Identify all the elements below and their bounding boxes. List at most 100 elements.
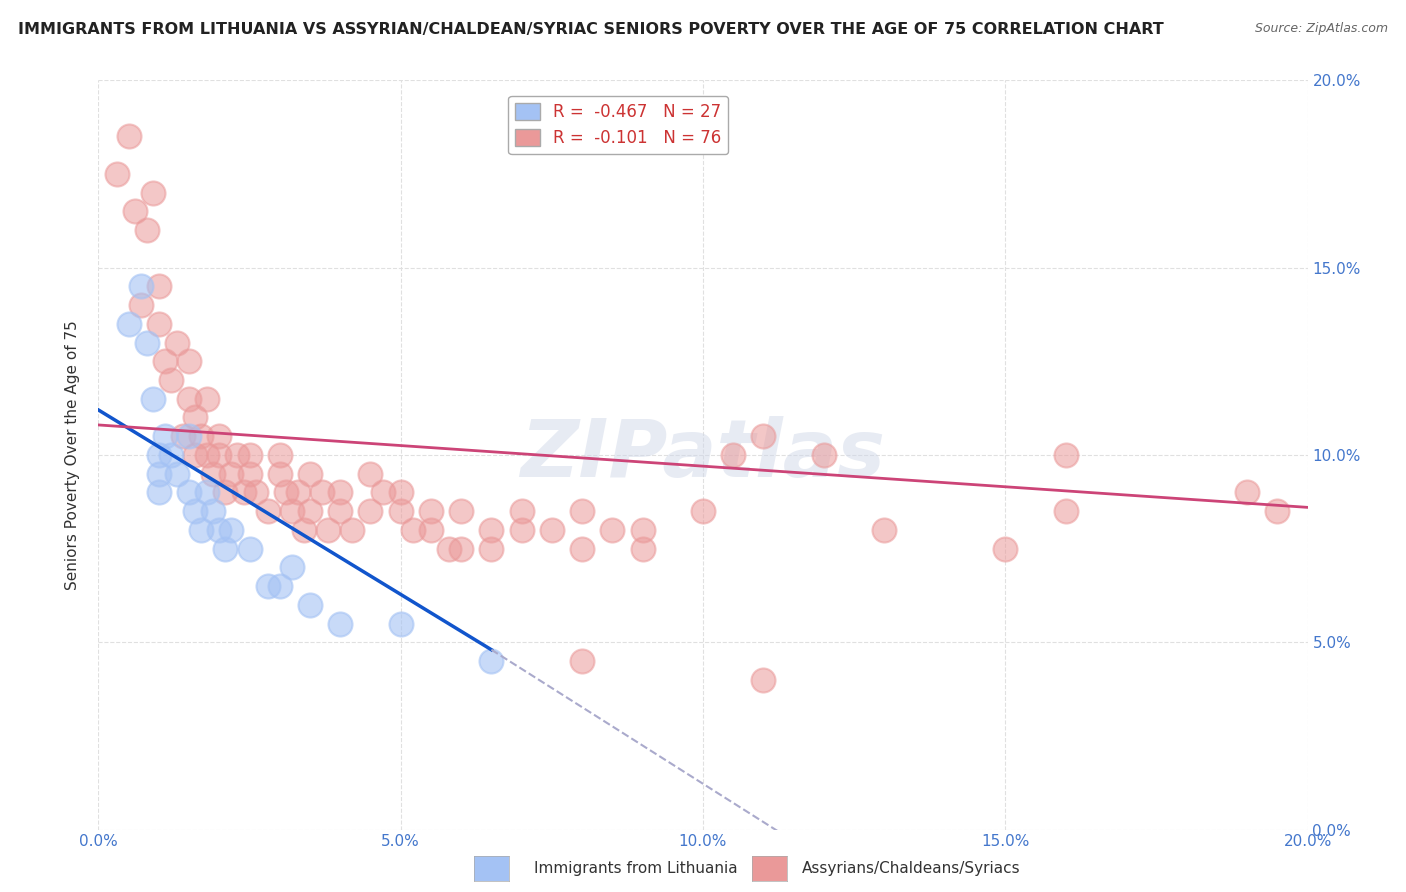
- Point: [420, 523, 443, 537]
- Point: [420, 504, 443, 518]
- Point: [269, 579, 291, 593]
- Point: [813, 448, 835, 462]
- Point: [269, 448, 291, 462]
- Point: [190, 429, 212, 443]
- Point: [692, 504, 714, 518]
- Point: [256, 504, 278, 518]
- Point: [214, 485, 236, 500]
- Point: [239, 448, 262, 462]
- Point: [245, 485, 267, 500]
- Point: [450, 541, 472, 556]
- Point: [226, 448, 249, 462]
- Point: [118, 129, 141, 144]
- Point: [329, 616, 352, 631]
- Point: [342, 523, 364, 537]
- Point: [1267, 504, 1289, 518]
- Point: [371, 485, 394, 500]
- Point: [232, 485, 254, 500]
- Point: [402, 523, 425, 537]
- Point: [160, 373, 183, 387]
- Point: [166, 467, 188, 481]
- Point: [631, 541, 654, 556]
- Point: [221, 467, 243, 481]
- Point: [195, 448, 218, 462]
- Point: [179, 354, 201, 368]
- Point: [389, 616, 412, 631]
- Point: [631, 523, 654, 537]
- Point: [208, 429, 231, 443]
- Point: [135, 223, 157, 237]
- Point: [172, 429, 194, 443]
- Point: [299, 467, 322, 481]
- Text: Assyrians/Chaldeans/Syriacs: Assyrians/Chaldeans/Syriacs: [801, 861, 1019, 876]
- Point: [723, 448, 745, 462]
- Point: [481, 541, 503, 556]
- Point: [299, 598, 322, 612]
- Text: Source: ZipAtlas.com: Source: ZipAtlas.com: [1254, 22, 1388, 36]
- Point: [239, 541, 262, 556]
- Point: [124, 204, 146, 219]
- Point: [510, 504, 533, 518]
- Point: [166, 335, 188, 350]
- Point: [287, 485, 309, 500]
- Point: [316, 523, 339, 537]
- Point: [118, 317, 141, 331]
- Point: [389, 485, 412, 500]
- Point: [450, 504, 472, 518]
- Point: [195, 485, 218, 500]
- Point: [752, 673, 775, 687]
- Point: [129, 279, 152, 293]
- Point: [360, 467, 382, 481]
- Point: [153, 354, 176, 368]
- Point: [202, 467, 225, 481]
- Point: [602, 523, 624, 537]
- Point: [184, 410, 207, 425]
- Point: [179, 429, 201, 443]
- Point: [281, 560, 304, 574]
- Point: [274, 485, 297, 500]
- Point: [239, 467, 262, 481]
- Point: [221, 523, 243, 537]
- Point: [129, 298, 152, 312]
- Point: [208, 523, 231, 537]
- Point: [389, 504, 412, 518]
- Point: [281, 504, 304, 518]
- Point: [148, 448, 170, 462]
- Point: [1236, 485, 1258, 500]
- Point: [540, 523, 562, 537]
- Text: ZIPatlas: ZIPatlas: [520, 416, 886, 494]
- Point: [184, 448, 207, 462]
- Point: [994, 541, 1017, 556]
- Point: [184, 504, 207, 518]
- Point: [360, 504, 382, 518]
- Point: [481, 654, 503, 668]
- Point: [148, 279, 170, 293]
- Point: [160, 448, 183, 462]
- Point: [269, 467, 291, 481]
- Text: Immigrants from Lithuania: Immigrants from Lithuania: [534, 861, 738, 876]
- Point: [873, 523, 896, 537]
- Point: [195, 392, 218, 406]
- Point: [148, 317, 170, 331]
- Point: [1054, 504, 1077, 518]
- Point: [437, 541, 460, 556]
- Point: [190, 523, 212, 537]
- Point: [571, 654, 593, 668]
- Point: [510, 523, 533, 537]
- Point: [179, 392, 201, 406]
- Point: [1054, 448, 1077, 462]
- Point: [299, 504, 322, 518]
- Point: [481, 523, 503, 537]
- Point: [142, 392, 165, 406]
- Point: [752, 429, 775, 443]
- Point: [153, 429, 176, 443]
- Point: [329, 485, 352, 500]
- Point: [202, 504, 225, 518]
- Text: IMMIGRANTS FROM LITHUANIA VS ASSYRIAN/CHALDEAN/SYRIAC SENIORS POVERTY OVER THE A: IMMIGRANTS FROM LITHUANIA VS ASSYRIAN/CH…: [18, 22, 1164, 37]
- Point: [208, 448, 231, 462]
- Point: [135, 335, 157, 350]
- Point: [571, 504, 593, 518]
- Point: [148, 485, 170, 500]
- Point: [105, 167, 128, 181]
- Y-axis label: Seniors Poverty Over the Age of 75: Seniors Poverty Over the Age of 75: [65, 320, 80, 590]
